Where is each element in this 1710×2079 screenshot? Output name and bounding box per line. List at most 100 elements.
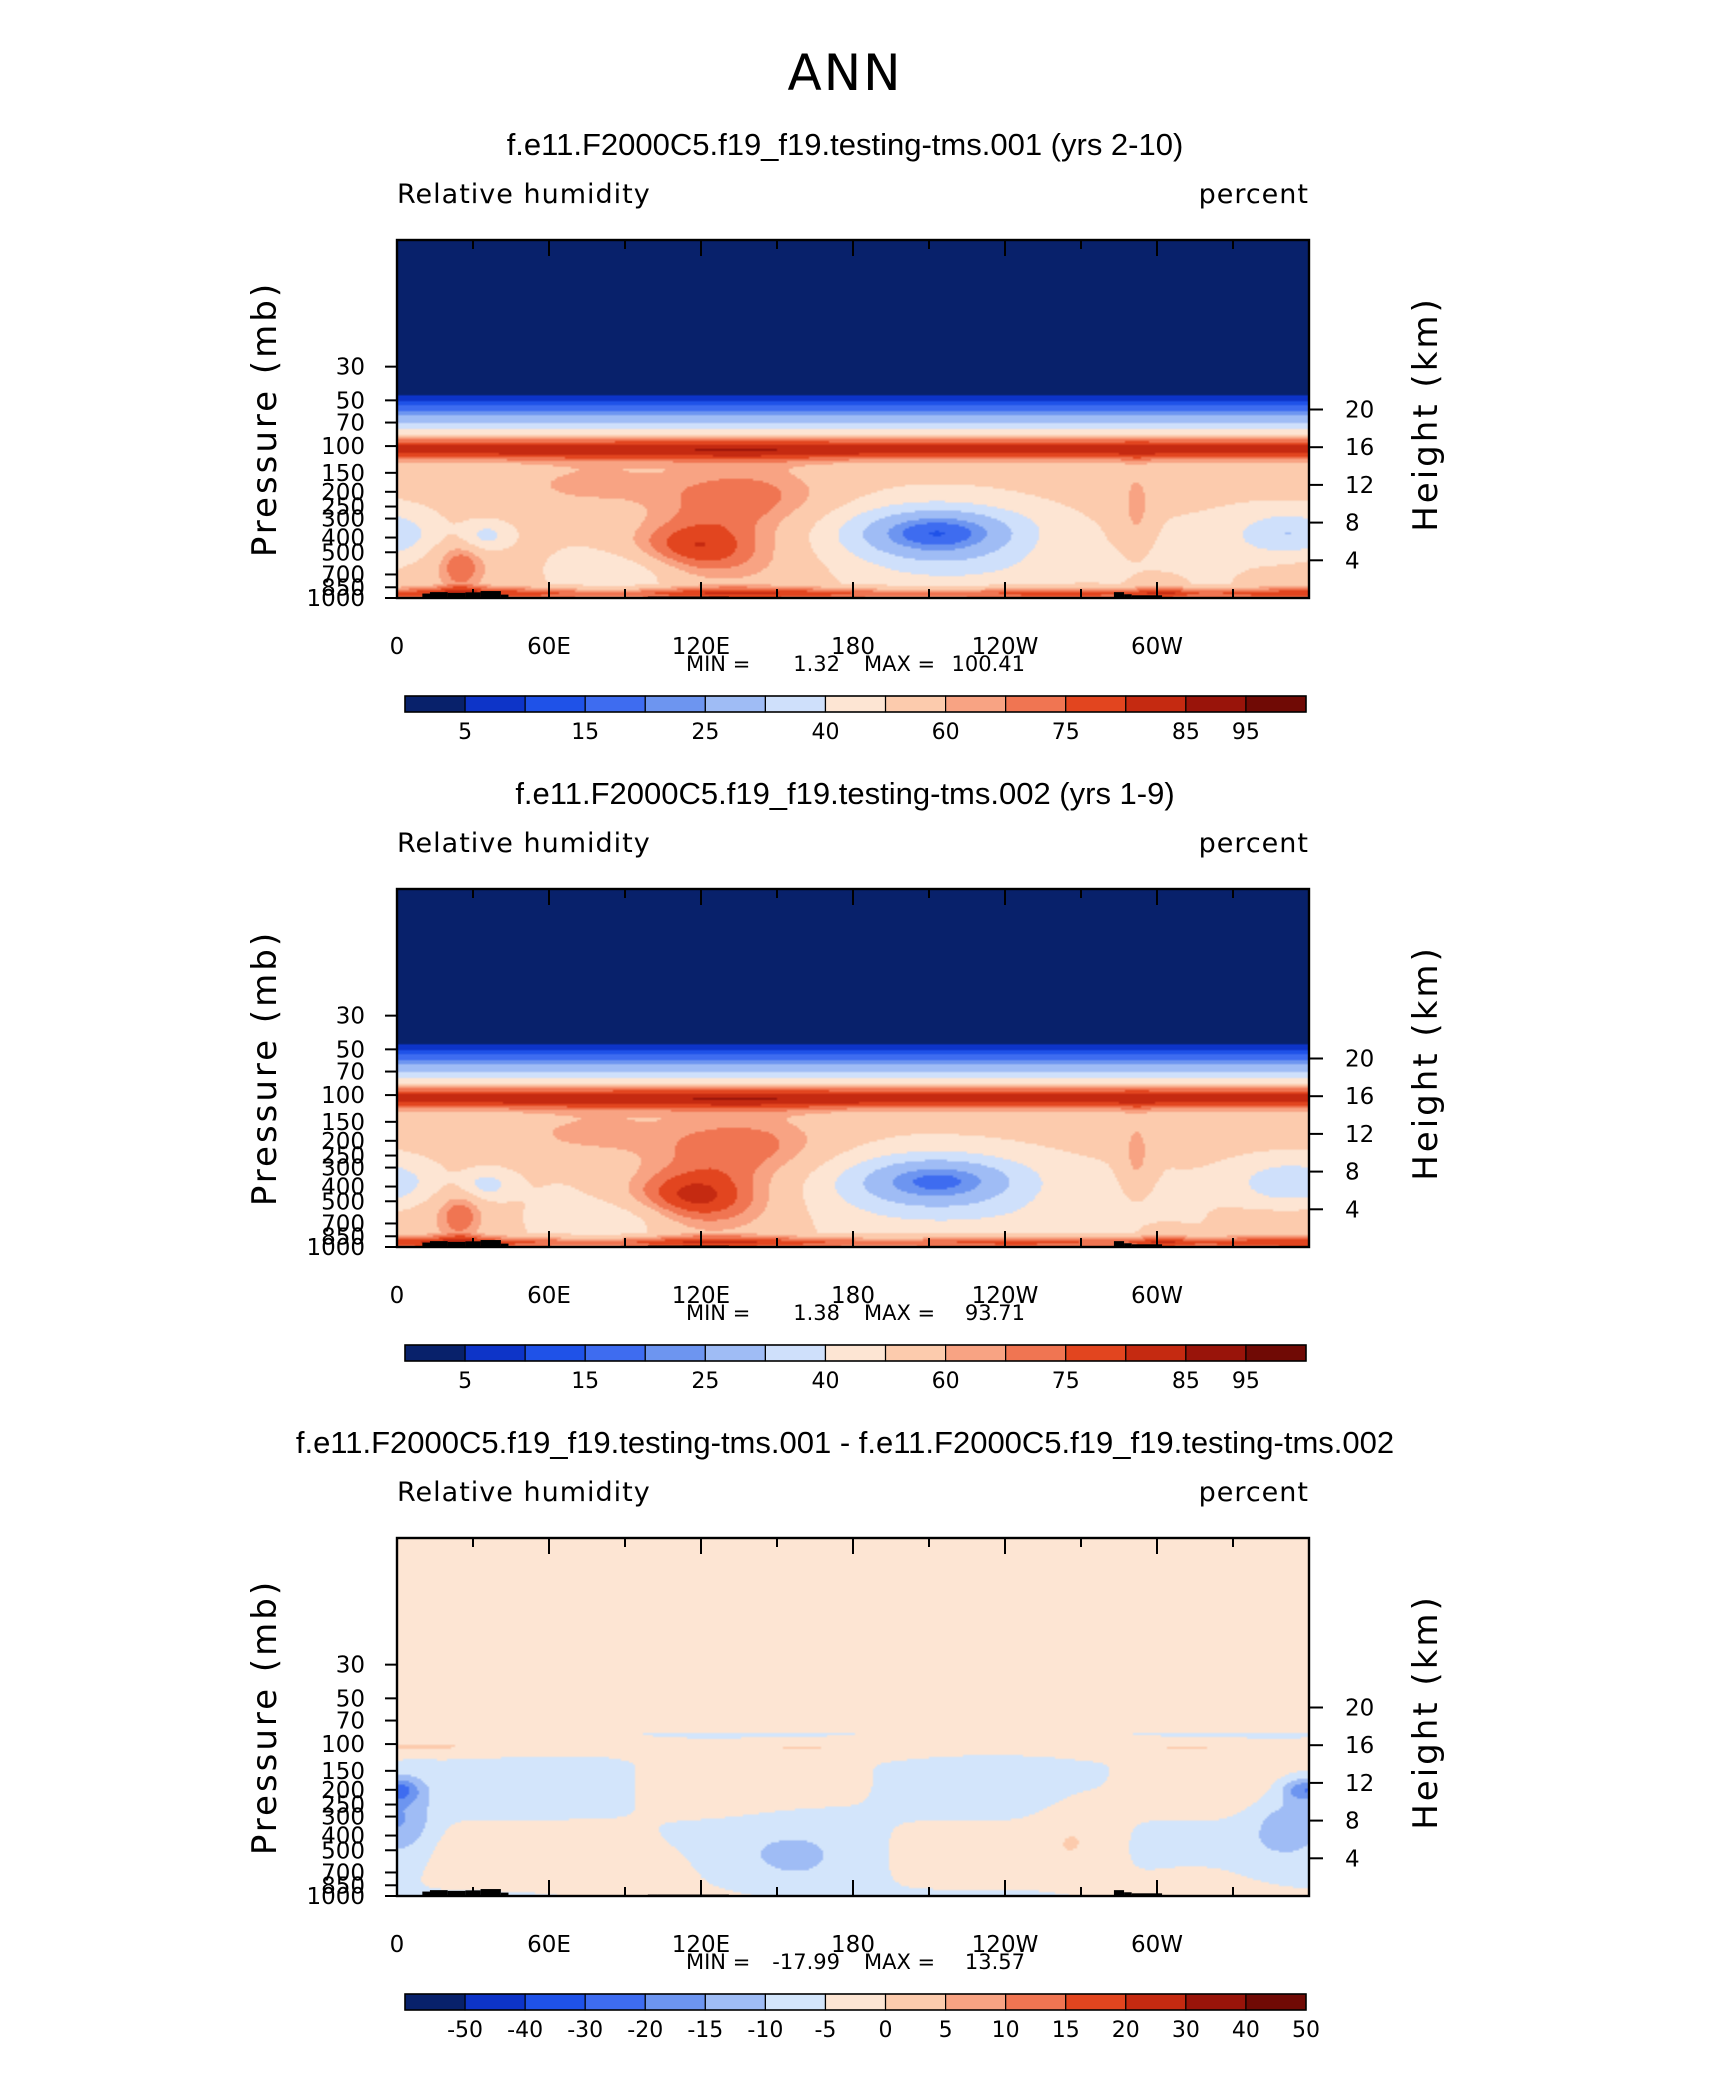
y-tick-label: 500 xyxy=(321,1189,365,1215)
colorbar-swatch xyxy=(1005,695,1067,713)
page-title: ANN xyxy=(787,44,902,102)
colorbar-swatch xyxy=(944,1344,1007,1362)
y-tick-label: 30 xyxy=(336,1004,365,1030)
y-tick-label: 850 xyxy=(321,1873,365,1899)
colorbar-swatch xyxy=(1005,1993,1067,2011)
colorbar-label: 10 xyxy=(992,2018,1020,2043)
colorbar-label: 40 xyxy=(811,720,839,745)
y-tick-label: 100 xyxy=(321,1083,365,1109)
land-mask xyxy=(447,1890,466,1896)
panel-title: f.e11.F2000C5.f19_f19.testing-tms.002 (y… xyxy=(515,776,1174,811)
x-tick-label: 120E xyxy=(672,634,730,660)
variable-label: Relative humidity xyxy=(397,1477,651,1508)
height-tick-label: 12 xyxy=(1345,473,1374,499)
colorbar-swatch xyxy=(1245,695,1307,713)
colorbar-label: 85 xyxy=(1172,720,1200,745)
colorbar-swatch xyxy=(524,1993,586,2011)
x-tick-label: 60E xyxy=(527,1283,571,1309)
land-mask xyxy=(500,1892,509,1896)
x-tick-label: 0 xyxy=(390,634,405,660)
x-tick-label: 60W xyxy=(1131,1932,1183,1958)
min-label: MIN = xyxy=(686,1950,750,1974)
colorbar-swatch xyxy=(944,695,1007,713)
y-tick-label: 500 xyxy=(321,540,365,566)
y-axis-title: Pressure (mb) xyxy=(245,1579,285,1855)
colorbar-swatch xyxy=(464,1993,526,2011)
height-tick-label: 8 xyxy=(1345,1160,1360,1186)
colorbar-swatch xyxy=(1065,695,1127,713)
x-tick-label: 60W xyxy=(1131,1283,1183,1309)
colorbar-label: 5 xyxy=(939,2018,953,2043)
colorbar-swatch xyxy=(1125,695,1187,713)
min-label: MIN = xyxy=(686,1301,750,1325)
colorbar-swatch xyxy=(764,1344,827,1362)
y-tick-label: 50 xyxy=(336,1686,365,1712)
land-mask xyxy=(480,1240,501,1247)
colorbar-swatch xyxy=(524,1344,586,1362)
max-label: MAX = xyxy=(864,1301,935,1325)
y-tick-label: 150 xyxy=(321,1110,365,1136)
colorbar-swatch xyxy=(584,695,646,713)
colorbar-swatch xyxy=(764,1993,827,2011)
y-tick-label: 850 xyxy=(321,575,365,601)
colorbar-label: 60 xyxy=(932,1369,960,1394)
colorbar-label: -30 xyxy=(567,2018,603,2043)
min-value: 1.38 xyxy=(793,1301,840,1325)
y-axis-title-right: Height (km) xyxy=(1406,1594,1446,1830)
colorbar-label: 85 xyxy=(1172,1369,1200,1394)
colorbar-label: 75 xyxy=(1052,1369,1080,1394)
y-tick-label: 700 xyxy=(321,562,365,588)
colorbar-swatch xyxy=(404,1993,466,2011)
colorbar-label: 95 xyxy=(1232,1369,1260,1394)
land-mask xyxy=(1131,1244,1163,1247)
y-tick-label: 700 xyxy=(321,1211,365,1237)
colorbar-swatch xyxy=(584,1344,646,1362)
colorbar-swatch xyxy=(1185,1993,1247,2011)
panel-title: f.e11.F2000C5.f19_f19.testing-tms.001 (y… xyxy=(507,127,1184,162)
colorbar-swatch xyxy=(1245,1344,1307,1362)
y-tick-label: 70 xyxy=(336,1060,365,1086)
colorbar-swatch xyxy=(824,1993,887,2011)
x-tick-label: 0 xyxy=(390,1283,405,1309)
colorbar-swatch xyxy=(464,1344,526,1362)
colorbar-swatch xyxy=(404,695,466,713)
height-tick-label: 8 xyxy=(1345,511,1360,537)
x-tick-label: 60E xyxy=(527,634,571,660)
land-mask xyxy=(1113,1241,1125,1247)
y-tick-label: 400 xyxy=(321,526,365,552)
height-tick-label: 8 xyxy=(1345,1809,1360,1835)
x-tick-label: 60E xyxy=(527,1932,571,1958)
colorbar-label: -20 xyxy=(627,2018,663,2043)
height-tick-label: 20 xyxy=(1345,1695,1374,1721)
x-tick-label: 60W xyxy=(1131,634,1183,660)
colorbar-swatch xyxy=(824,1344,887,1362)
colorbar-swatch xyxy=(1245,1993,1307,2011)
y-tick-label: 400 xyxy=(321,1175,365,1201)
y-tick-label: 50 xyxy=(336,388,365,414)
colorbar-swatch xyxy=(1065,1344,1127,1362)
colorbar-swatch xyxy=(704,695,766,713)
land-mask xyxy=(1124,1892,1132,1896)
colorbar-label: 0 xyxy=(879,2018,893,2043)
height-tick-label: 20 xyxy=(1345,397,1374,423)
colorbar-frame xyxy=(404,1993,1307,2011)
y-tick-label: 200 xyxy=(321,1129,365,1155)
colorbar-label: -10 xyxy=(747,2018,783,2043)
x-tick-label: 120W xyxy=(972,1932,1039,1958)
y-tick-label: 50 xyxy=(336,1037,365,1063)
y-tick-label: 300 xyxy=(321,1805,365,1831)
y-tick-label: 200 xyxy=(321,1778,365,1804)
y-tick-label: 200 xyxy=(321,480,365,506)
y-tick-label: 500 xyxy=(321,1838,365,1864)
y-tick-label: 700 xyxy=(321,1860,365,1886)
colorbar-swatch xyxy=(824,695,887,713)
colorbar-swatch xyxy=(1185,1344,1247,1362)
land-mask xyxy=(429,592,448,598)
y-tick-label: 400 xyxy=(321,1824,365,1850)
contour-field xyxy=(397,889,1309,1247)
land-mask xyxy=(1131,595,1163,598)
colorbar-label: 5 xyxy=(458,720,472,745)
colorbar-swatch xyxy=(1125,1344,1187,1362)
x-tick-label: 180 xyxy=(831,634,875,660)
